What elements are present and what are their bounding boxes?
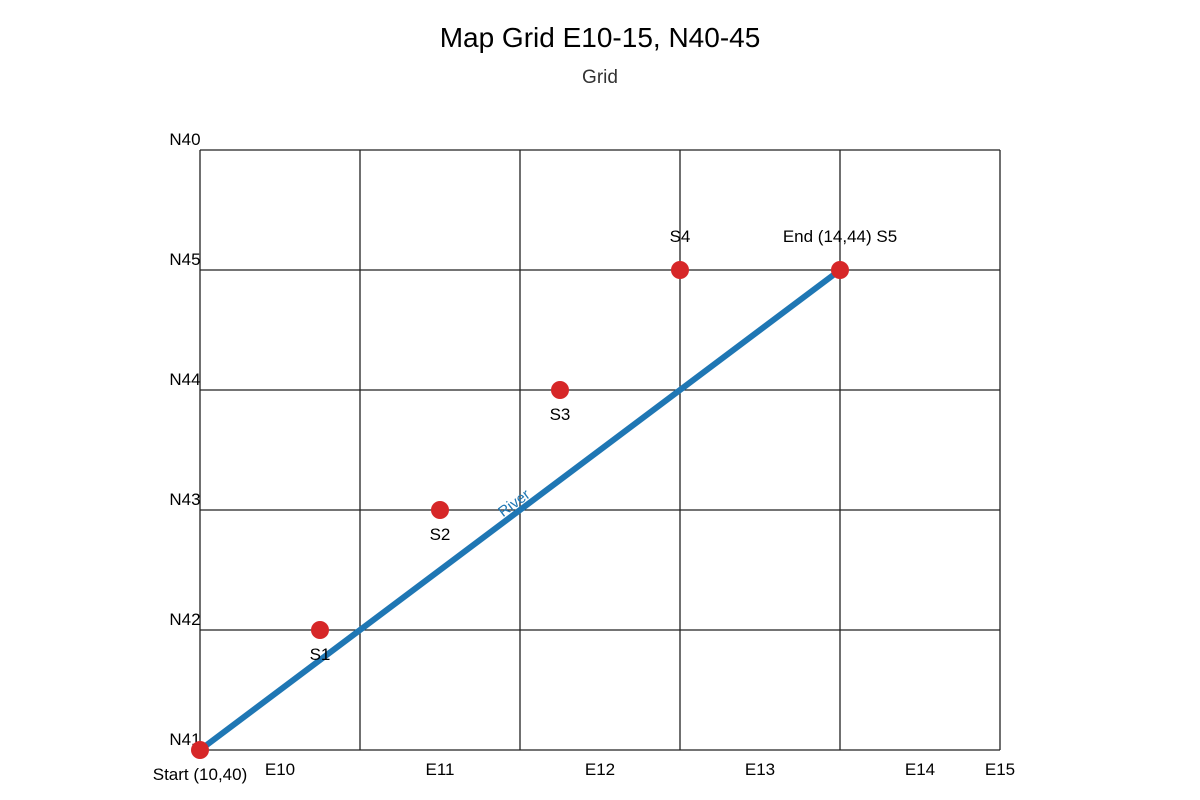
waypoint-marker [551, 381, 569, 399]
map-title: Map Grid E10-15, N40-45 [439, 22, 761, 53]
y-axis-labels: N40 N45 N44 N43 N42 N41 [169, 130, 200, 749]
y-tick-label: N41 [169, 730, 200, 749]
x-tick-label: E13 [745, 760, 775, 779]
waypoints-layer: Start (10,40) S1 S2 S3 S4 End (14,44) S5 [153, 227, 897, 784]
river-line [197, 267, 843, 753]
y-tick-label: N40 [169, 130, 200, 149]
waypoint-marker [311, 621, 329, 639]
x-tick-label: E11 [426, 760, 455, 779]
y-tick-label: N45 [169, 250, 200, 269]
y-tick-label: N44 [169, 370, 200, 389]
waypoint-label: S4 [670, 227, 691, 246]
waypoint-marker [671, 261, 689, 279]
waypoint-label: S3 [550, 405, 571, 424]
waypoint-label: Start (10,40) [153, 765, 248, 784]
x-axis-labels: E10 E11 E12 E13 E14 E15 [265, 760, 1015, 779]
waypoint-marker [431, 501, 449, 519]
grid-lines [199, 149, 1001, 751]
x-tick-label: E12 [585, 760, 615, 779]
y-tick-label: N43 [169, 490, 200, 509]
x-tick-label: E14 [905, 760, 935, 779]
waypoint-label: End (14,44) S5 [783, 227, 897, 246]
x-tick-label: E15 [985, 760, 1015, 779]
y-tick-label: N42 [169, 610, 200, 629]
x-tick-label: E10 [265, 760, 295, 779]
map-subtitle: Grid [582, 67, 618, 88]
waypoint-marker [191, 741, 209, 759]
waypoint-label: S1 [310, 645, 331, 664]
waypoint-marker [831, 261, 849, 279]
waypoint-label: S2 [430, 525, 451, 544]
